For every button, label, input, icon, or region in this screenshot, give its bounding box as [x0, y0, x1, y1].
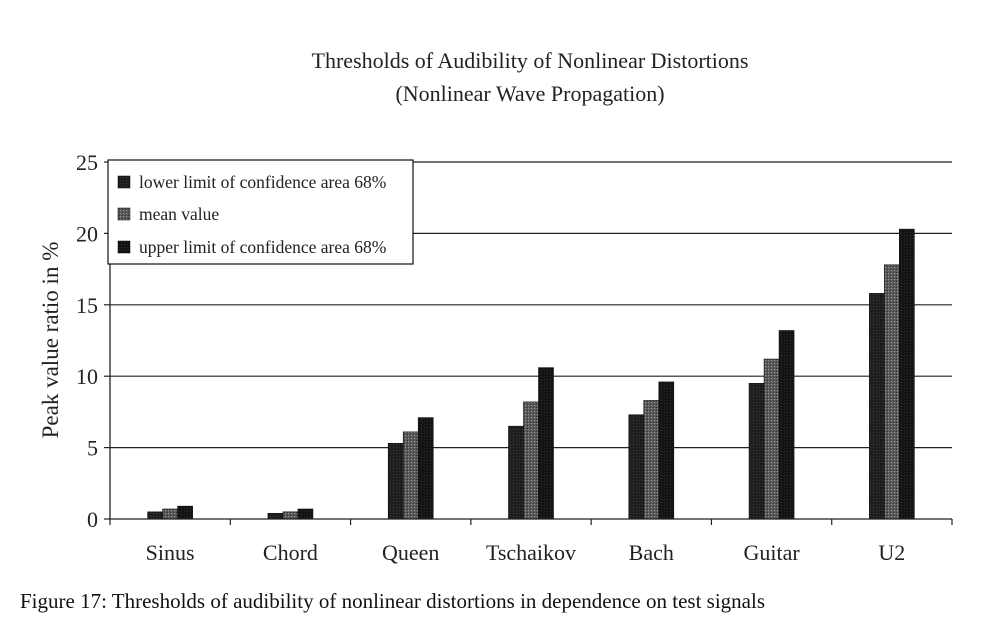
- chart-title: Thresholds of Audibility of Nonlinear Di…: [312, 48, 749, 73]
- y-tick-label: 0: [87, 507, 98, 532]
- bar-guitar-series-2: [778, 330, 795, 520]
- x-tick-label: U2: [878, 540, 905, 565]
- bar-chord-series-1: [282, 511, 299, 520]
- legend-item-upper: upper limit of confidence area 68%: [117, 237, 386, 257]
- legend-label-upper: upper limit of confidence area 68%: [139, 237, 386, 257]
- bar-chord-series-2: [297, 508, 314, 520]
- bar-chord-series-0: [267, 512, 284, 520]
- legend-swatch-mean: [117, 207, 131, 221]
- y-tick-label: 15: [76, 293, 98, 318]
- chart-subtitle: (Nonlinear Wave Propagation): [395, 81, 664, 106]
- x-tick-label: Guitar: [743, 540, 800, 565]
- x-tick-label: Queen: [382, 540, 439, 565]
- x-tick-label: Tschaikov: [486, 540, 576, 565]
- bar-queen-series-2: [417, 417, 434, 520]
- bar-bach-series-2: [658, 381, 675, 520]
- bar-u2-series-0: [869, 293, 885, 520]
- legend-label-mean: mean value: [139, 204, 219, 224]
- bar-sinus-series-2: [177, 505, 193, 520]
- legend-item-mean: mean value: [117, 204, 219, 224]
- bars: [147, 228, 915, 520]
- legend-swatch-lower: [117, 175, 131, 189]
- bar-tschaikov-series-1: [523, 401, 539, 520]
- bar-u2-series-1: [884, 264, 900, 520]
- figure-caption: Figure 17: Thresholds of audibility of n…: [20, 589, 765, 613]
- legend-swatch-upper: [117, 240, 131, 254]
- y-tick-label: 25: [76, 150, 98, 175]
- y-tick-label: 10: [76, 364, 98, 389]
- y-tick-label: 20: [76, 221, 98, 246]
- bar-sinus-series-1: [162, 508, 178, 520]
- bar-u2-series-2: [899, 228, 915, 520]
- legend-label-lower: lower limit of confidence area 68%: [139, 172, 386, 192]
- x-tick-label: Sinus: [146, 540, 195, 565]
- bar-guitar-series-1: [763, 358, 780, 520]
- bar-tschaikov-series-2: [538, 367, 554, 520]
- bar-bach-series-1: [643, 400, 660, 520]
- bar-tschaikov-series-0: [508, 425, 524, 520]
- bar-bach-series-0: [628, 414, 645, 520]
- bar-queen-series-1: [402, 431, 419, 520]
- bar-sinus-series-0: [147, 511, 163, 520]
- axes: 0 5 10 15 20 25 Sinus Chord Queen Tschaikov Bach Gu…: [76, 150, 953, 565]
- x-tick-label: Bach: [629, 540, 674, 565]
- y-tick-label: 5: [87, 436, 98, 461]
- bar-queen-series-0: [387, 443, 404, 520]
- bar-guitar-series-0: [748, 383, 765, 520]
- legend-box: [107, 159, 414, 265]
- x-tick-label: Chord: [263, 540, 318, 565]
- legend: lower limit of confidence area 68% mean …: [107, 159, 414, 265]
- legend-item-lower: lower limit of confidence area 68%: [117, 172, 386, 192]
- y-axis-label: Peak value ratio in %: [38, 242, 63, 439]
